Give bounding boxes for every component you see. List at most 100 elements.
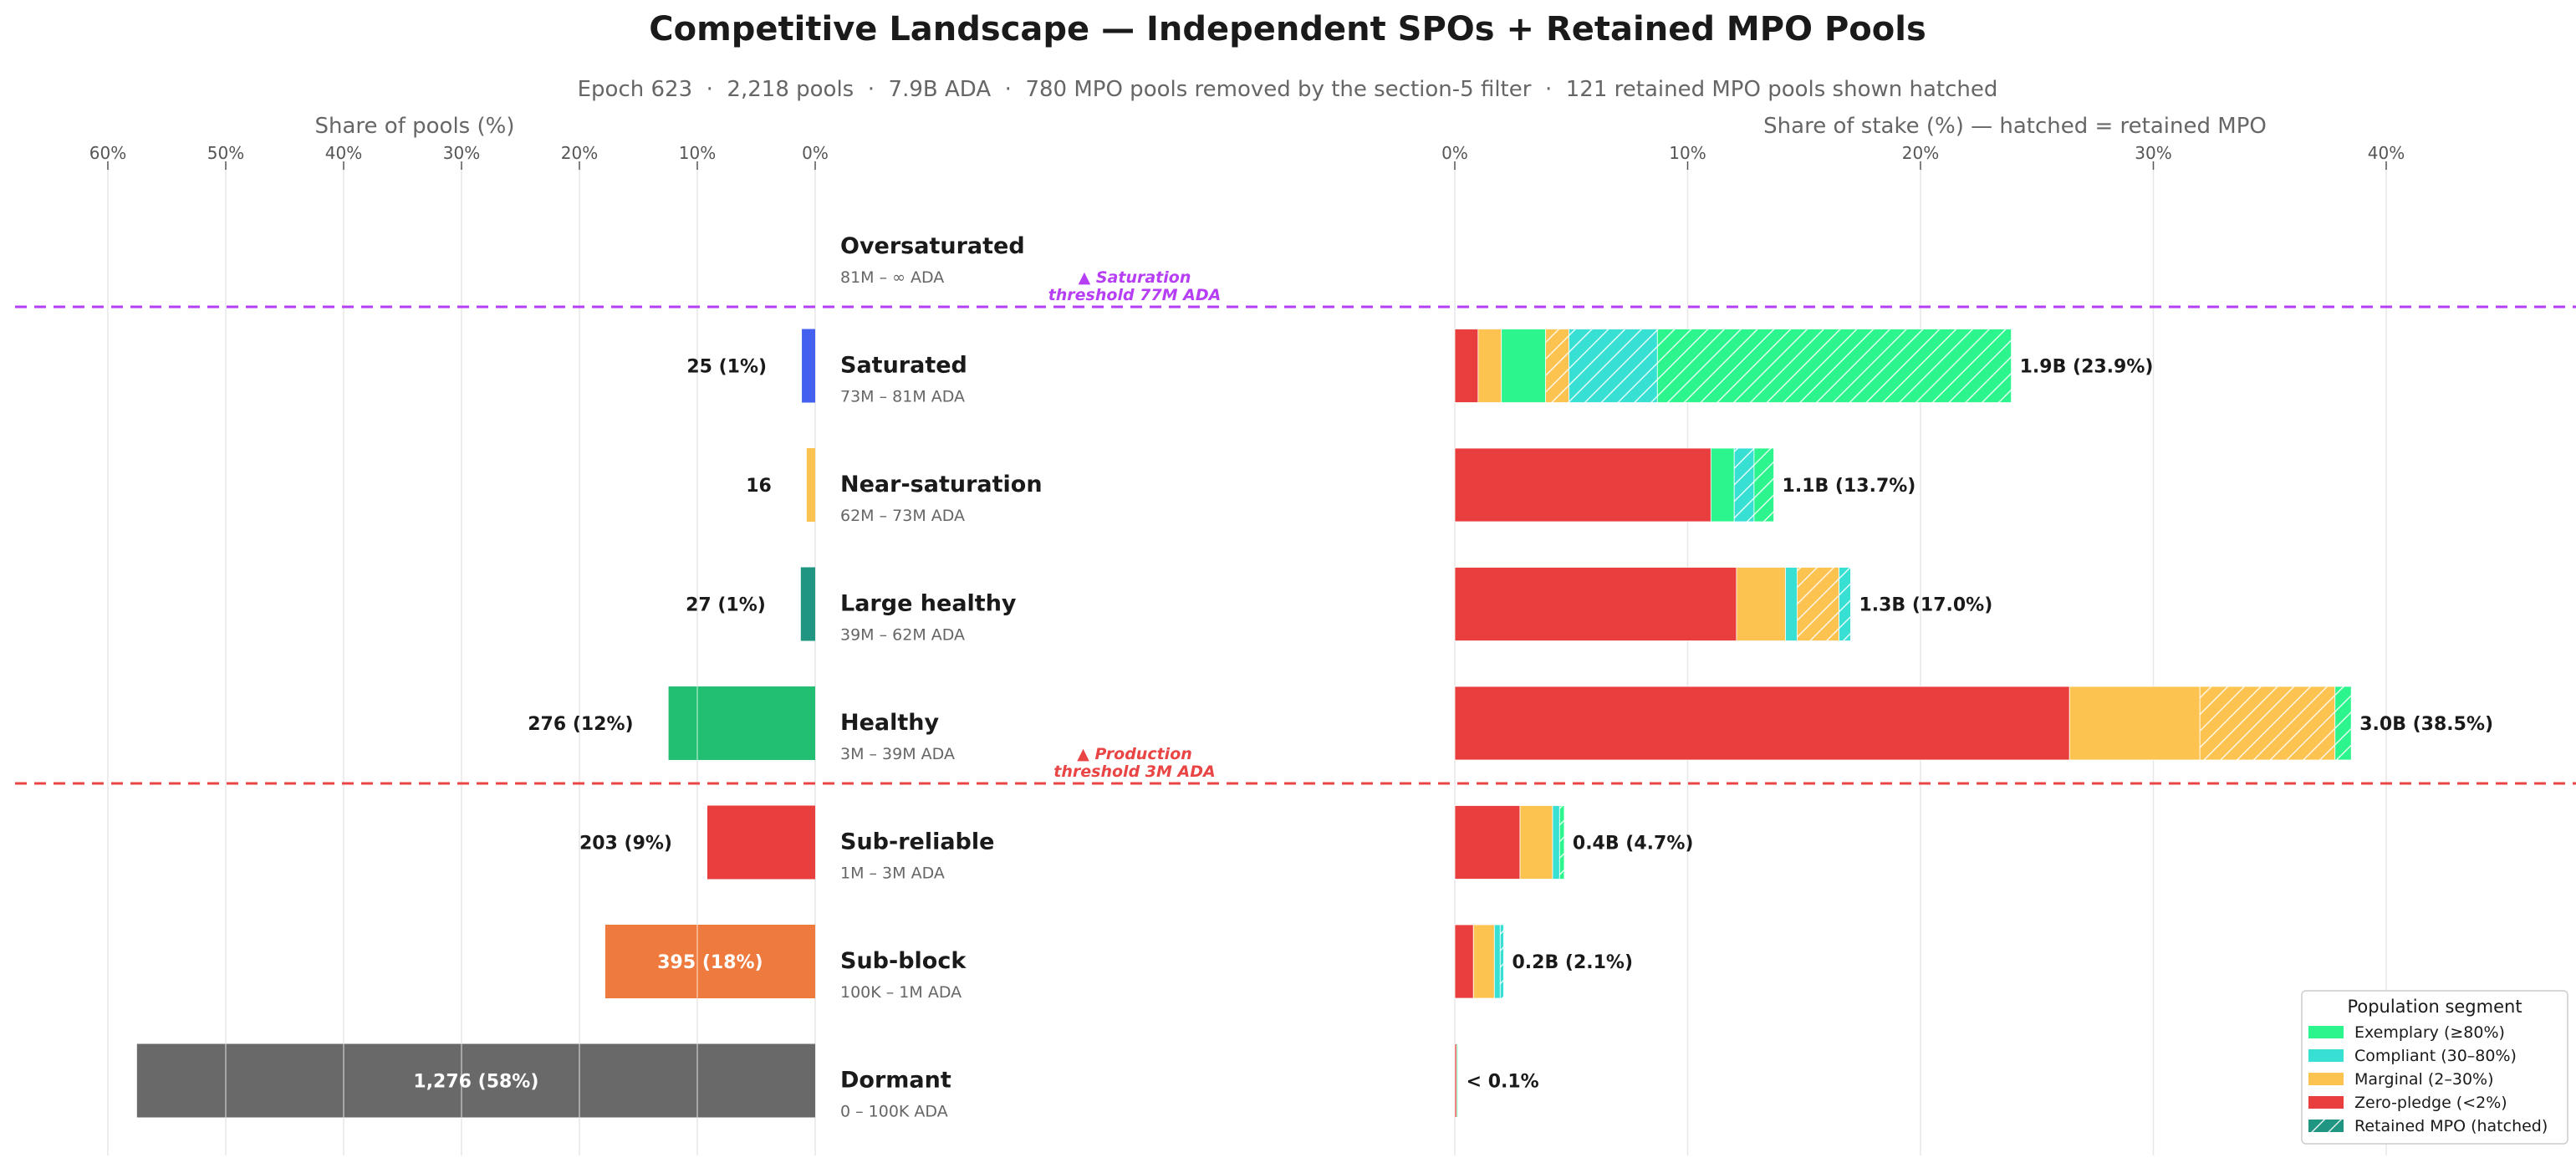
tier-range: 73M – 81M ADA [840, 388, 965, 406]
legend: Population segment Exemplary (≥80%) Compli… [2301, 990, 2568, 1145]
stake-total-label: 1.1B (13.7%) [1783, 476, 1916, 497]
legend-label: Zero-pledge (<2%) [2354, 1094, 2507, 1112]
legend-swatch [2308, 1049, 2344, 1062]
pool-count-label: 27 (1%) [686, 595, 766, 616]
tier-name: Oversaturated [840, 233, 1025, 259]
stake-segment-compliant [1785, 567, 1798, 641]
pool-share-bar [706, 805, 815, 880]
pool-share-bar [802, 329, 815, 403]
retained-mpo-hatch [1559, 805, 1564, 880]
retained-mpo-hatch [1500, 925, 1504, 998]
threshold-label-line1: ▲ Saturation [1079, 268, 1191, 287]
pool-share-bar [136, 1043, 815, 1118]
tier-name: Dormant [840, 1068, 951, 1094]
left-tick-label: 60% [89, 143, 126, 163]
retained-mpo-hatch [1734, 448, 1754, 522]
stake-segment-compliant [1493, 924, 1501, 999]
legend-swatch [2308, 1096, 2344, 1109]
retained-mpo-hatch [1797, 567, 1839, 641]
stake-total-label: 1.9B (23.9%) [2020, 357, 2154, 378]
pool-share-bars: 25 (1%) 16 27 (1%) 276 (12%) 203 (9%) 395 (18… [136, 329, 815, 1118]
pool-count-label: 395 (18%) [657, 952, 763, 973]
left-tick-label: 0% [802, 143, 829, 163]
stake-segment-zero-pledge [1454, 805, 1521, 880]
threshold-label-line2: threshold 77M ADA [1048, 286, 1222, 304]
left-tick-label: 10% [679, 143, 716, 163]
pool-share-bar [800, 567, 815, 641]
stake-segment-marginal [1519, 805, 1553, 880]
pool-count-label: 1,276 (58%) [413, 1072, 538, 1093]
left-tick-label: 30% [443, 143, 480, 163]
tier-range: 1M – 3M ADA [840, 865, 945, 883]
retained-mpo-hatch [2334, 686, 2352, 760]
tier-range: 100K – 1M ADA [840, 983, 962, 1002]
stake-segment-exemplary [1710, 447, 1735, 523]
pool-count-label: 203 (9%) [579, 834, 672, 854]
pool-share-bar [668, 686, 815, 760]
tier-name: Sub-reliable [840, 829, 994, 855]
tier-range: 0 – 100K ADA [840, 1103, 948, 1121]
tier-name: Sub-block [840, 948, 967, 974]
retained-mpo-hatch [2200, 686, 2335, 760]
tier-range: 3M – 39M ADA [840, 745, 955, 763]
threshold-label-line2: threshold 3M ADA [1053, 763, 1215, 781]
legend-label: Retained MPO (hatched) [2354, 1117, 2548, 1135]
stake-segment-zero-pledge [1454, 447, 1711, 523]
legend-swatch [2308, 1073, 2344, 1085]
tier-range: 81M – ∞ ADA [840, 268, 944, 287]
tier-name: Large healthy [840, 591, 1017, 617]
left-tick-label: 50% [207, 143, 244, 163]
pool-count-label: 16 [746, 476, 772, 497]
stake-total-label: 0.2B (2.1%) [1512, 952, 1633, 973]
left-tick-label: 40% [325, 143, 362, 163]
stake-total-label: < 0.1% [1467, 1072, 1539, 1093]
tier-name: Healthy [840, 710, 940, 736]
stake-segment-marginal [1736, 567, 1786, 641]
stake-total-label: 0.4B (4.7%) [1573, 834, 1694, 854]
stake-segment-exemplary [1501, 329, 1547, 403]
grid-layer [107, 167, 2387, 1155]
pool-share-bar [806, 448, 815, 522]
retained-mpo-hatch [1839, 567, 1851, 641]
tier-name: Near-saturation [840, 472, 1043, 497]
stake-segment-marginal [2068, 686, 2201, 761]
left-axis-label: Share of pools (%) [315, 114, 515, 139]
retained-mpo-hatch [1753, 448, 1774, 522]
right-tick-label: 10% [1669, 143, 1706, 163]
right-tick-label: 40% [2368, 143, 2405, 163]
tier-range: 39M – 62M ADA [840, 626, 965, 645]
legend-box [2301, 990, 2568, 1145]
right-tick-label: 0% [1441, 143, 1468, 163]
pool-count-label: 276 (12%) [528, 714, 633, 735]
retained-mpo-hatch [1657, 329, 2012, 403]
right-tick-label: 20% [1902, 143, 1939, 163]
tier-name: Saturated [840, 353, 967, 379]
stake-total-label: 3.0B (38.5%) [2359, 714, 2493, 735]
stake-segment-zero-pledge [1454, 329, 1479, 403]
stake-segment-exemplary [1456, 1043, 1459, 1118]
legend-label: Marginal (2–30%) [2354, 1070, 2494, 1089]
left-tick-label: 20% [561, 143, 598, 163]
tier-range: 62M – 73M ADA [840, 507, 965, 525]
stake-segment-zero-pledge [1454, 686, 2070, 761]
chart-subtitle: Epoch 623 · 2,218 pools · 7.9B ADA · 780… [578, 77, 1998, 102]
pool-share-bar [604, 925, 815, 998]
legend-label: Compliant (30–80%) [2354, 1047, 2517, 1065]
stake-segment-marginal [1477, 329, 1502, 403]
stake-segment-zero-pledge [1454, 567, 1737, 641]
stake-share-bars: 1.9B (23.9%) 1.1B (13.7%) 1.3B (17.0%) 3.0B… [1454, 329, 2493, 1118]
legend-title: Population segment [2347, 997, 2522, 1017]
legend-swatch [2308, 1026, 2344, 1038]
threshold-label-line1: ▲ Production [1077, 745, 1192, 763]
legend-swatch-hatch [2308, 1120, 2344, 1132]
stake-total-label: 1.3B (17.0%) [1859, 595, 1992, 616]
right-tick-label: 30% [2135, 143, 2171, 163]
tick-layer: 60% 50% 40% 30% 20% 10% 0% 0% 10% 20% 30% 40% [89, 143, 2405, 170]
stake-segment-compliant [1552, 805, 1560, 880]
retained-mpo-hatch [1569, 329, 1658, 403]
legend-label: Exemplary (≥80%) [2354, 1023, 2505, 1042]
right-axis-label: Share of stake (%) — hatched = retained … [1763, 114, 2267, 139]
stake-segment-zero-pledge [1454, 924, 1474, 999]
